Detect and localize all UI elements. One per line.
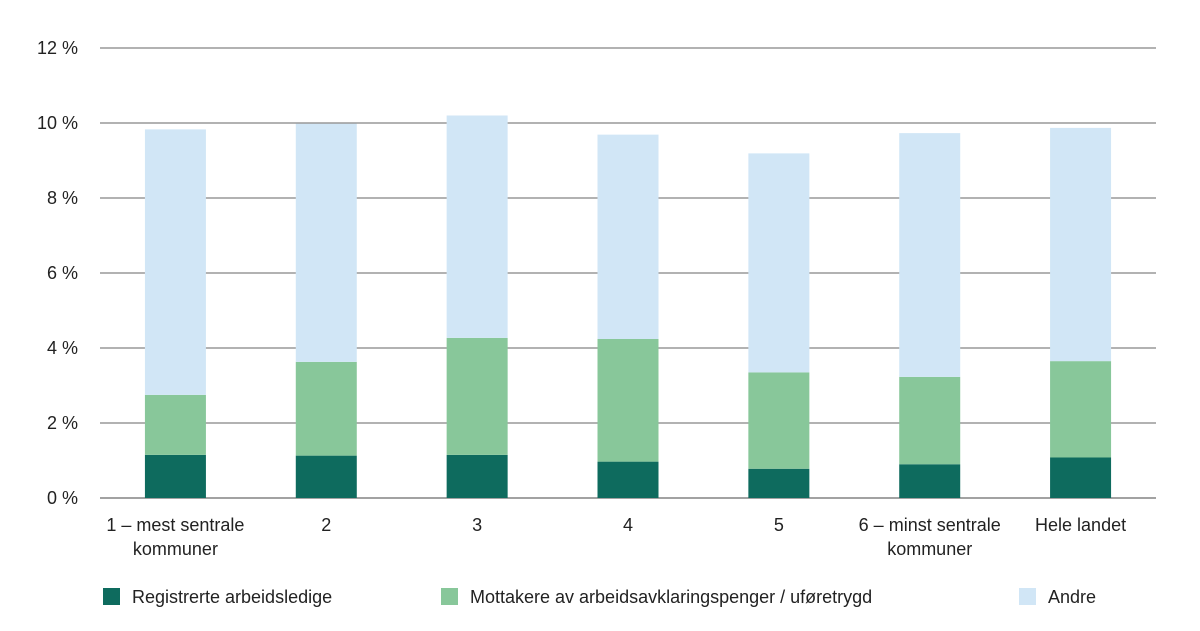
bar-segment (899, 464, 961, 498)
bar-segment (1050, 361, 1112, 458)
x-tick-label: 4 (623, 515, 633, 535)
bar-segment (144, 454, 206, 498)
x-tick-label: 1 – mest sentrale kommuner (106, 515, 244, 559)
x-tick-label: 3 (472, 515, 482, 535)
bar-segment (295, 455, 357, 498)
bar-segment (446, 115, 508, 338)
bar-segment (597, 461, 659, 498)
bar-segment (446, 337, 508, 455)
bar-segment (748, 468, 810, 498)
bar-segment (295, 123, 357, 362)
y-tick-label: 2 % (47, 413, 78, 433)
y-axis-ticks: 0 % 2 % 4 % 6 % 8 % 10 % 12 % (37, 38, 78, 508)
bar-segment (597, 134, 659, 339)
y-tick-label: 10 % (37, 113, 78, 133)
legend-swatch (1019, 588, 1036, 605)
bar-segment (748, 372, 810, 469)
legend-label: Registrerte arbeidsledige (132, 587, 332, 607)
bar-segment (1050, 127, 1112, 362)
x-axis-labels: 1 – mest sentrale kommuner 2 3 4 5 6 – minst s… (106, 515, 1126, 559)
bar-segment (748, 153, 810, 373)
y-tick-label: 4 % (47, 338, 78, 358)
bar-segment (144, 129, 206, 395)
x-tick-label: 2 (321, 515, 331, 535)
bar-segment (295, 361, 357, 456)
y-tick-label: 6 % (47, 263, 78, 283)
bar-segment (446, 454, 508, 498)
legend-swatch (103, 588, 120, 605)
y-tick-label: 0 % (47, 488, 78, 508)
legend-label: Andre (1048, 587, 1096, 607)
x-tick-label: 6 – minst sentrale kommuner (859, 515, 1001, 559)
x-tick-label: Hele landet (1035, 515, 1126, 535)
y-tick-label: 12 % (37, 38, 78, 58)
legend: Registrerte arbeidsledige Mottakere av ar… (103, 587, 1096, 607)
bar-segment (899, 133, 961, 377)
bar-segment (1050, 457, 1112, 498)
y-tick-label: 8 % (47, 188, 78, 208)
legend-swatch (441, 588, 458, 605)
bar-segment (899, 376, 961, 465)
bar-segment (144, 394, 206, 455)
bars (144, 115, 1112, 498)
bar-segment (597, 339, 659, 462)
legend-label: Mottakere av arbeidsavklaringspenger / u… (470, 587, 872, 607)
x-tick-label: 5 (774, 515, 784, 535)
